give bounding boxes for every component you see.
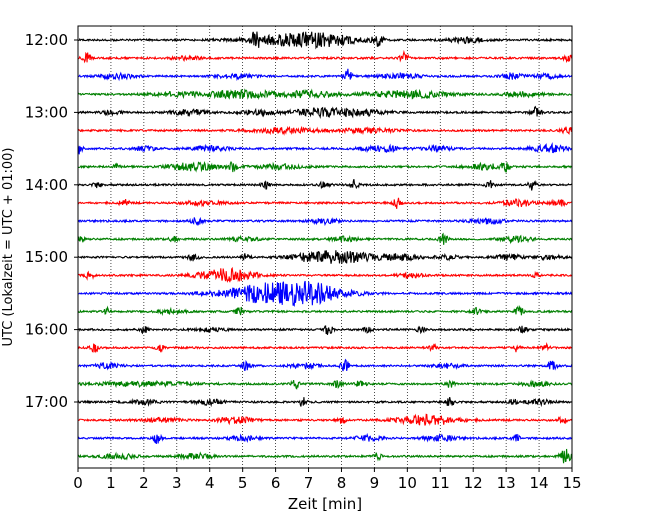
- y-tick-label: 12:00: [25, 31, 68, 49]
- trace-1200: [77, 31, 573, 50]
- y-tick-label: 16:00: [25, 321, 68, 339]
- trace-1730: [77, 432, 573, 445]
- x-tick-label: 11: [431, 474, 450, 492]
- trace-1600: [77, 325, 573, 335]
- x-axis-ticks: 0 1 2 3 4 5 6 7 8 9 10 11 12 13 14 15: [73, 468, 582, 492]
- trace-1700: [77, 397, 573, 408]
- x-tick-label: 6: [271, 474, 281, 492]
- x-tick-label: 2: [139, 474, 149, 492]
- x-tick-label: 3: [172, 474, 182, 492]
- trace-1230: [77, 68, 573, 82]
- x-tick-label: 14: [530, 474, 549, 492]
- y-tick-label: 17:00: [25, 393, 68, 411]
- y-axis-ticks: 12:00 13:00 14:00 15:00 16:00 17:00: [25, 31, 78, 411]
- trace-1745: [77, 448, 573, 464]
- trace-1630: [77, 358, 573, 372]
- plot-background: [78, 26, 572, 468]
- x-tick-label: 12: [464, 474, 483, 492]
- trace-1430: [77, 216, 573, 227]
- trace-1615: [77, 341, 573, 354]
- y-tick-label: 14:00: [25, 176, 68, 194]
- y-tick-label: 15:00: [25, 248, 68, 266]
- trace-1545: [77, 305, 573, 317]
- trace-1300: [77, 105, 573, 119]
- trace-1645: [77, 379, 573, 390]
- trace-1215: [77, 49, 573, 64]
- trace-1345: [77, 160, 573, 173]
- trace-1500: [77, 250, 573, 264]
- trace-1445: [77, 232, 573, 245]
- trace-1715: [77, 413, 573, 426]
- trace-1415: [77, 197, 573, 209]
- trace-1515: [77, 266, 573, 283]
- y-axis-label: UTC (Lokalzeit = UTC + 01:00): [1, 148, 16, 347]
- trace-1400: [77, 178, 573, 191]
- trace-1245: [77, 88, 573, 101]
- x-axis-label: Zeit [min]: [288, 495, 362, 513]
- trace-1315: [77, 125, 573, 136]
- x-tick-label: 8: [337, 474, 347, 492]
- x-tick-label: 9: [370, 474, 380, 492]
- x-tick-label: 7: [304, 474, 314, 492]
- trace-1530: [77, 280, 573, 308]
- seismic-traces: [77, 31, 573, 464]
- x-tick-label: 1: [106, 474, 116, 492]
- x-tick-label: 10: [398, 474, 417, 492]
- x-tick-label: 4: [205, 474, 215, 492]
- x-tick-label: 15: [562, 474, 581, 492]
- trace-1330: [77, 142, 573, 155]
- x-tick-label: 13: [497, 474, 516, 492]
- x-tick-label: 0: [73, 474, 83, 492]
- x-tick-label: 5: [238, 474, 248, 492]
- plot-frame: [77, 25, 573, 469]
- y-tick-label: 13:00: [25, 103, 68, 121]
